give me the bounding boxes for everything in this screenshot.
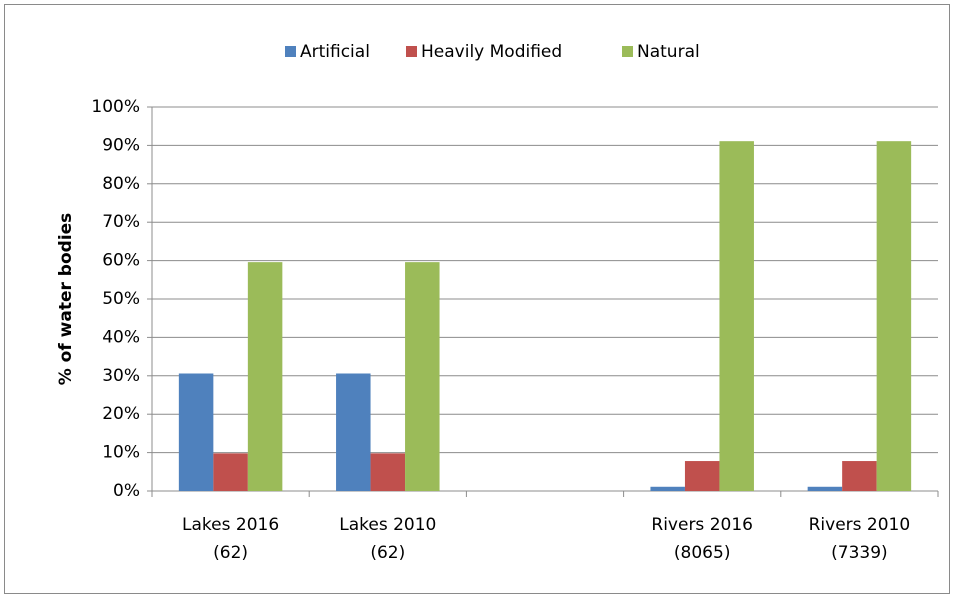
legend-label: Artificial — [300, 42, 370, 62]
x-tick-label: Lakes 2016 (62) — [182, 515, 280, 563]
bar — [178, 373, 214, 491]
y-tick-label: 30% — [102, 366, 140, 386]
legend-swatch — [406, 46, 417, 57]
y-tick-label: 100% — [91, 97, 140, 117]
bar — [336, 373, 371, 491]
legend-swatch — [285, 46, 296, 57]
y-tick-label: 60% — [102, 251, 140, 271]
bar — [876, 141, 912, 491]
y-tick-label: 40% — [102, 327, 140, 347]
x-tick-label: Lakes 2010 (62) — [339, 515, 437, 563]
bar — [370, 453, 406, 491]
y-tick-label: 10% — [102, 443, 140, 463]
y-tick-label: 0% — [113, 481, 140, 501]
y-axis-label: % of water bodies — [56, 213, 76, 386]
y-tick-label: 80% — [102, 174, 140, 194]
bar — [405, 262, 440, 491]
bar — [719, 141, 754, 491]
legend-label: Heavily Modified — [421, 42, 562, 62]
bar — [213, 453, 248, 491]
legend-swatch — [622, 46, 633, 57]
bar — [842, 461, 877, 491]
x-tick-label: Rivers 2010 (7339) — [808, 515, 911, 563]
y-tick-label: 50% — [102, 289, 140, 309]
y-tick-label: 90% — [102, 135, 140, 155]
bar — [684, 461, 720, 491]
bar — [807, 486, 843, 491]
bar — [650, 486, 685, 491]
x-tick-label: Rivers 2016 (8065) — [651, 515, 753, 563]
y-tick-label: 20% — [102, 404, 140, 424]
legend-label: Natural — [637, 42, 700, 62]
y-tick-label: 70% — [102, 212, 140, 232]
bar — [247, 262, 283, 491]
